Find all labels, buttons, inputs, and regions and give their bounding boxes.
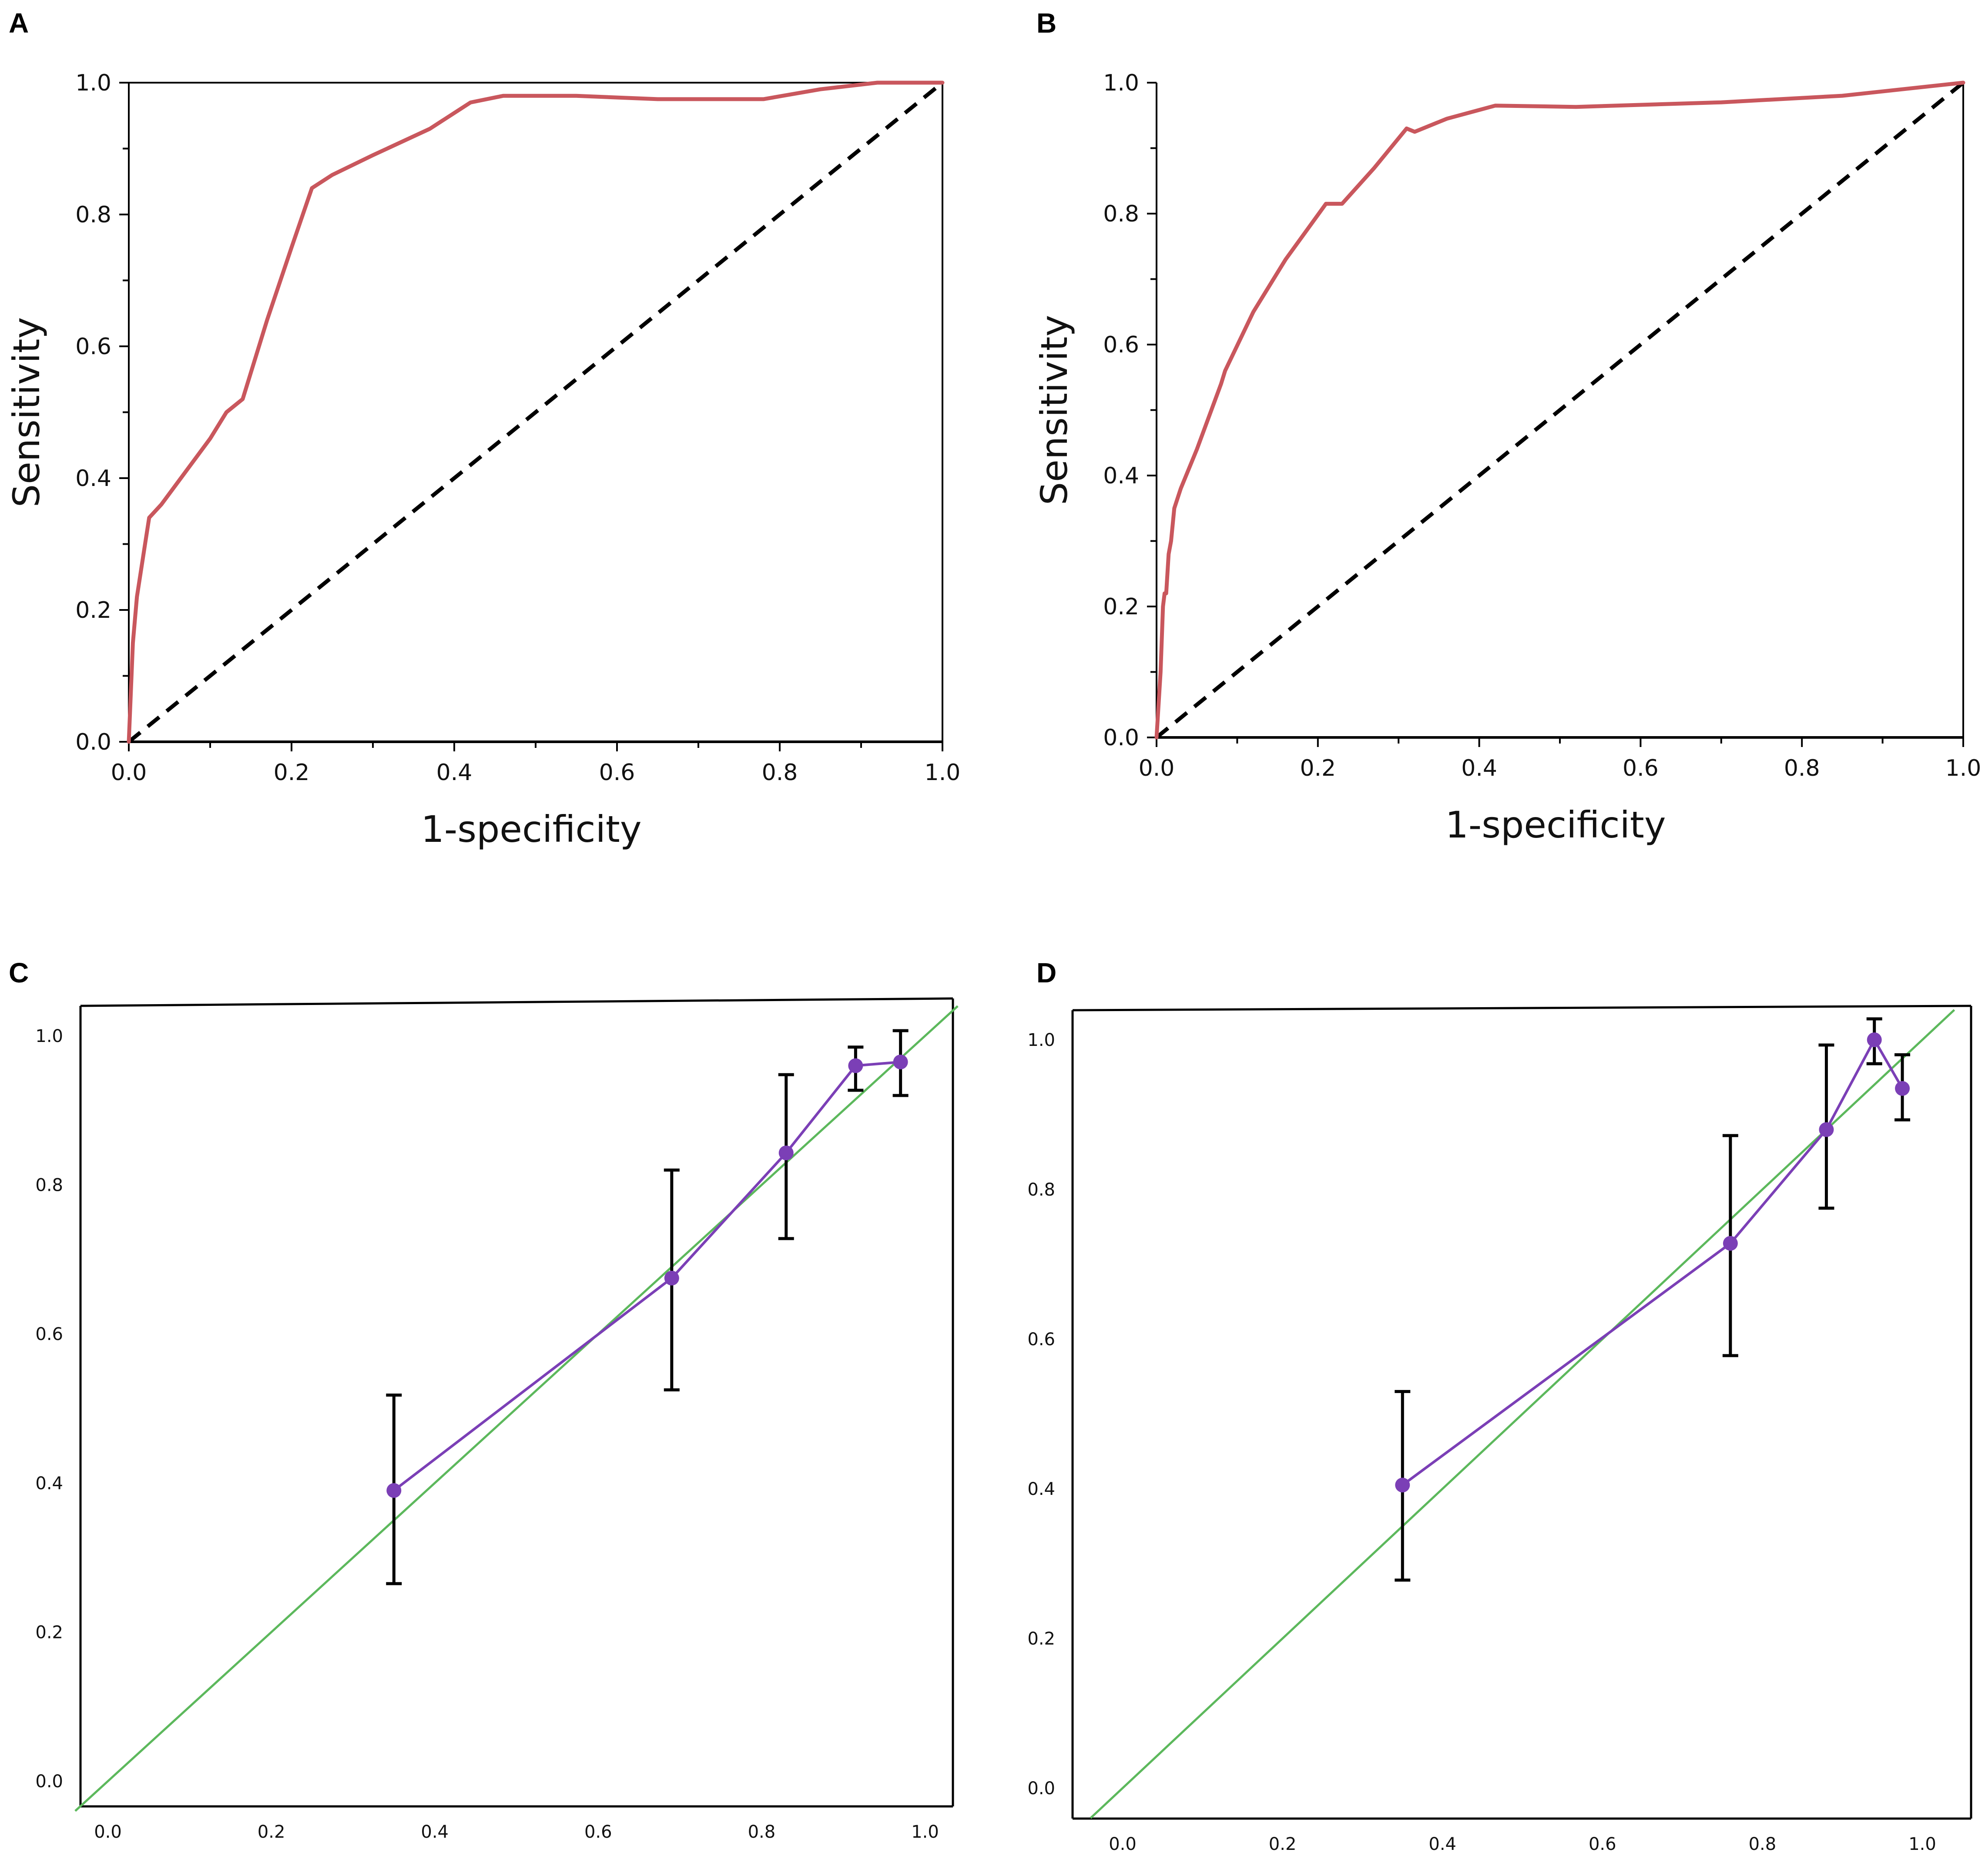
observed-point bbox=[1395, 1477, 1410, 1493]
x-tick-label: 0.4 bbox=[1461, 755, 1497, 781]
y-tick-label: 0.0 bbox=[1027, 1779, 1055, 1799]
roc-curve-line bbox=[1154, 80, 1965, 740]
y-tick-label: 0.2 bbox=[1103, 594, 1139, 620]
x-tick-label: 1.0 bbox=[925, 760, 961, 786]
y-axis-title: Sensitivity bbox=[5, 317, 48, 507]
y-tick-label: 1.0 bbox=[1027, 1030, 1055, 1050]
x-tick-label: 0.4 bbox=[436, 760, 473, 786]
ideal-calibration-line bbox=[1090, 1009, 1955, 1819]
x-axis-title: 1-specificity bbox=[421, 808, 641, 851]
y-tick-label: 0.4 bbox=[1027, 1479, 1055, 1499]
y-tick-label: 0.6 bbox=[1103, 332, 1139, 358]
y-tick-label: 0.6 bbox=[75, 334, 111, 360]
y-tick-label: 0.0 bbox=[1103, 725, 1139, 751]
observed-point bbox=[1867, 1032, 1882, 1047]
observed-point bbox=[1895, 1081, 1910, 1096]
x-tick-label: 0.0 bbox=[1139, 755, 1175, 781]
y-tick-label: 0.0 bbox=[75, 729, 111, 755]
observed-point bbox=[386, 1483, 402, 1498]
y-tick-label: 0.8 bbox=[35, 1176, 63, 1196]
x-tick-label: 0.0 bbox=[111, 760, 147, 786]
y-tick-label: 1.0 bbox=[75, 70, 111, 96]
panel-d: D 0.0 0.2 0.4 0.6 0.8 1.0 0.0 0.2 0.4 0.6 0.8 1.0 bbox=[1027, 957, 1972, 1854]
x-tick-label: 0.4 bbox=[421, 1822, 449, 1842]
x-tick-label: 0.8 bbox=[762, 760, 798, 786]
x-tick-label: 0.8 bbox=[1749, 1834, 1777, 1854]
y-axis-title: Sensitivity bbox=[1033, 315, 1076, 505]
y-tick-label: 0.6 bbox=[35, 1324, 63, 1344]
ideal-calibration-line bbox=[74, 1005, 959, 1812]
top-border-line bbox=[1072, 1005, 1972, 1012]
panel-label: C bbox=[9, 957, 29, 988]
x-tick-label: 1.0 bbox=[1945, 755, 1982, 781]
x-tick-label: 0.2 bbox=[1300, 755, 1336, 781]
y-tick-label: 0.2 bbox=[35, 1622, 63, 1642]
observed-point bbox=[848, 1058, 863, 1073]
x-tick-label: 0.6 bbox=[584, 1822, 612, 1842]
y-tick-label: 0.0 bbox=[35, 1772, 63, 1792]
y-tick-label: 0.8 bbox=[1027, 1180, 1055, 1200]
panel-label: B bbox=[1036, 7, 1056, 39]
x-tick-label: 0.6 bbox=[1589, 1834, 1616, 1854]
panel-label: A bbox=[9, 7, 29, 39]
panel-a: A 0.0 0.2 0.4 0.6 0.8 1.0 0.0 0.2 0.4 0.6 0.8 1.0 1-s… bbox=[5, 7, 960, 851]
observed-point bbox=[1723, 1236, 1738, 1251]
y-tick-label: 0.2 bbox=[1027, 1629, 1055, 1649]
observed-point bbox=[893, 1054, 908, 1069]
y-tick-label: 0.8 bbox=[1103, 201, 1139, 227]
x-tick-label: 0.2 bbox=[1269, 1834, 1297, 1854]
x-tick-label: 0.2 bbox=[258, 1822, 285, 1842]
observed-point bbox=[664, 1270, 679, 1286]
y-tick-label: 0.6 bbox=[1027, 1330, 1055, 1350]
y-tick-label: 1.0 bbox=[1103, 70, 1139, 96]
x-tick-label: 0.6 bbox=[599, 760, 635, 786]
x-tick-label: 0.2 bbox=[274, 760, 310, 786]
x-tick-label: 1.0 bbox=[1908, 1834, 1936, 1854]
reference-diagonal-line bbox=[1155, 81, 1965, 739]
x-tick-label: 0.0 bbox=[94, 1822, 122, 1842]
roc-curve-line bbox=[127, 80, 945, 744]
x-tick-label: 0.4 bbox=[1428, 1834, 1456, 1854]
x-tick-label: 1.0 bbox=[911, 1822, 939, 1842]
x-tick-label: 0.0 bbox=[1109, 1834, 1137, 1854]
x-tick-label: 0.8 bbox=[748, 1822, 776, 1842]
reference-diagonal-line bbox=[127, 81, 944, 744]
y-tick-label: 0.8 bbox=[75, 202, 111, 228]
x-tick-label: 0.6 bbox=[1623, 755, 1659, 781]
panel-c: C 0.0 0.2 0.4 0.6 0.8 1.0 0.0 0.2 0.4 0.6 0.8 1.0 bbox=[9, 957, 959, 1842]
y-tick-label: 0.4 bbox=[75, 466, 111, 492]
panel-label: D bbox=[1036, 957, 1056, 988]
top-border-line bbox=[80, 997, 953, 1007]
panel-b: B 0.0 0.2 0.4 0.6 0.8 1.0 0.0 0.2 0.4 0.6 0.8 1.0 1-s… bbox=[1033, 7, 1981, 846]
x-tick-label: 0.8 bbox=[1784, 755, 1820, 781]
y-tick-label: 1.0 bbox=[35, 1026, 63, 1046]
y-tick-label: 0.4 bbox=[35, 1474, 63, 1494]
y-tick-label: 0.4 bbox=[1103, 463, 1139, 489]
y-tick-label: 0.2 bbox=[75, 597, 111, 623]
observed-point bbox=[1819, 1122, 1834, 1137]
observed-point bbox=[778, 1145, 794, 1160]
x-axis-title: 1-specificity bbox=[1445, 804, 1666, 846]
